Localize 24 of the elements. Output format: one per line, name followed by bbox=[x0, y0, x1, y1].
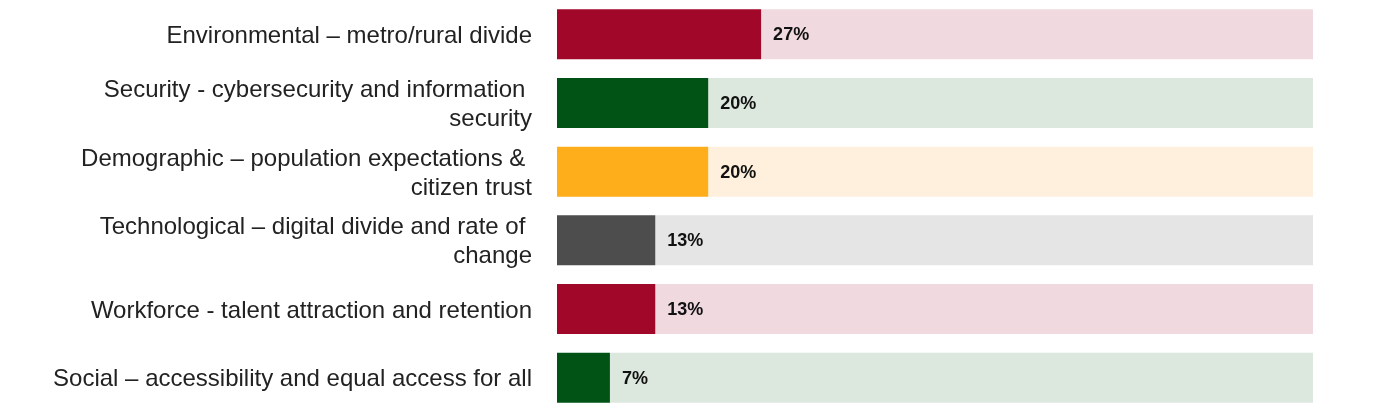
bar bbox=[557, 9, 762, 60]
y-tick-label: Demographic – population expectations & citizen trust bbox=[81, 143, 533, 200]
y-tick-label: Social – accessibility and equal access for all bbox=[53, 364, 532, 392]
bar bbox=[609, 352, 1313, 403]
bar bbox=[655, 284, 1313, 334]
bar bbox=[557, 146, 709, 197]
y-tick-label: Security - cybersecurity and information security bbox=[103, 75, 532, 131]
data-label: 13% bbox=[667, 230, 704, 251]
bar bbox=[557, 78, 709, 128]
bar bbox=[708, 78, 1313, 128]
data-label: 7% bbox=[621, 367, 648, 388]
data-label: 20% bbox=[720, 161, 757, 182]
y-tick-label: Technological – digital divide and rate of change bbox=[99, 212, 532, 269]
data-label: 27% bbox=[773, 24, 810, 45]
bar bbox=[761, 9, 1313, 60]
y-tick-label: Environmental – metro/rural divide bbox=[166, 20, 532, 48]
data-label: 20% bbox=[720, 93, 757, 113]
bar bbox=[557, 215, 656, 266]
bar bbox=[557, 284, 656, 334]
bar bbox=[655, 215, 1313, 266]
bar bbox=[557, 352, 610, 403]
bar bbox=[708, 146, 1313, 197]
y-tick-label: Workforce - talent attraction and retention bbox=[90, 295, 532, 323]
data-label: 13% bbox=[667, 299, 704, 319]
